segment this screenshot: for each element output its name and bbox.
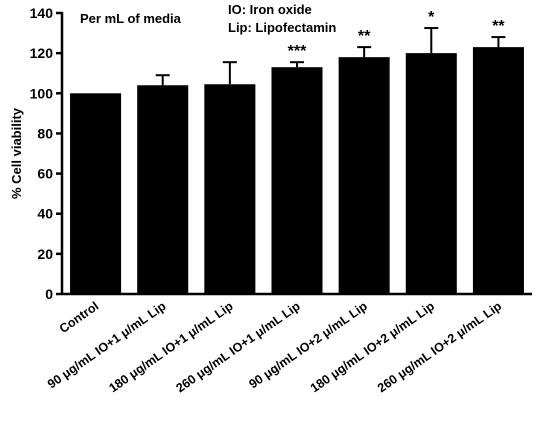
x-tick-label: 90 μg/mL IO+2 μ/mL Lip: [246, 299, 370, 392]
x-tick-label: Control: [57, 299, 101, 336]
bar: [204, 84, 256, 294]
y-tick-label: 60: [37, 166, 53, 182]
annotation-media: Per mL of media: [80, 11, 181, 26]
y-tick-label: 120: [30, 45, 54, 61]
annotation-iron-oxide: IO: Iron oxide: [228, 2, 312, 17]
x-tick-label: 180 μg/mL IO+2 μ/mL Lip: [308, 299, 437, 395]
significance-label: ***: [288, 43, 307, 60]
y-tick-label: 140: [30, 5, 54, 21]
bar: [472, 47, 524, 294]
x-tick-label: 260 μg/mL IO+1 μ/mL Lip: [174, 299, 303, 395]
significance-label: **: [358, 28, 371, 45]
bar: [271, 67, 323, 294]
x-tick-label: 180 μg/mL IO+1 μ/mL Lip: [106, 299, 235, 395]
bar: [338, 57, 390, 295]
bar: [137, 85, 189, 294]
x-tick-label: 260 μg/mL IO+2 μ/mL Lip: [375, 299, 504, 395]
x-tick-label: 90 μg/mL IO+1 μ/mL Lip: [45, 299, 169, 392]
y-tick-label: 0: [45, 286, 53, 302]
y-axis-label: % Cell viability: [9, 107, 24, 199]
y-tick-label: 20: [37, 246, 53, 262]
significance-label: *: [428, 9, 435, 26]
y-tick-label: 40: [37, 206, 53, 222]
bar: [405, 53, 457, 295]
y-tick-label: 100: [30, 85, 54, 101]
significance-label: **: [492, 18, 505, 35]
bar: [70, 93, 122, 295]
y-tick-label: 80: [37, 125, 53, 141]
annotation-lipofectamin: Lip: Lipofectamin: [228, 20, 337, 35]
